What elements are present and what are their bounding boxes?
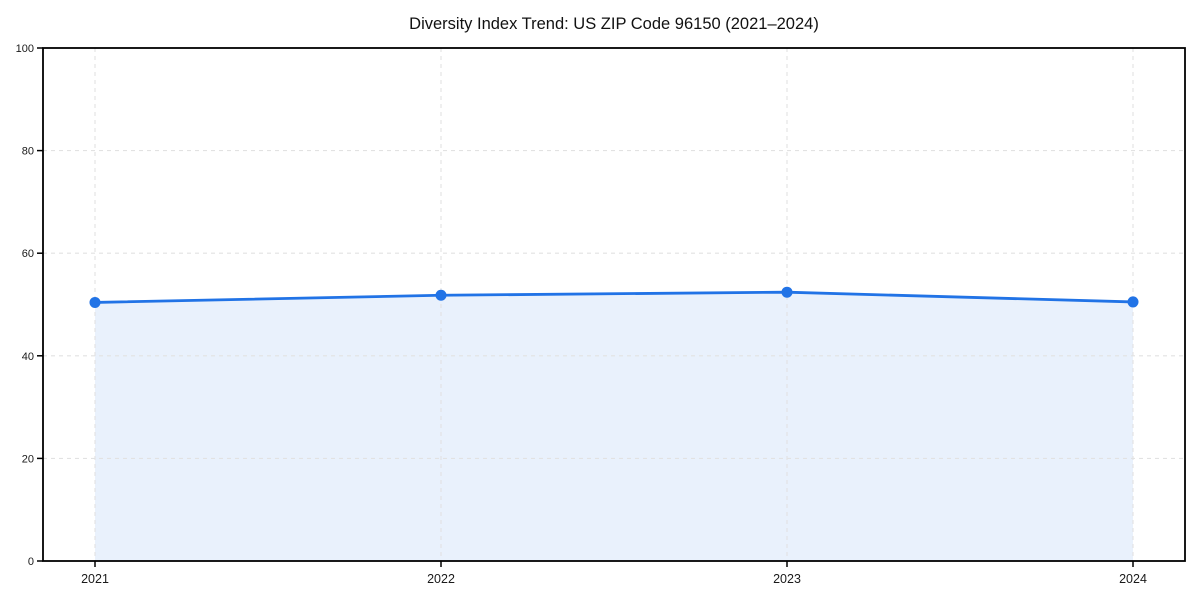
x-tick-label: 2024: [1119, 572, 1147, 586]
data-point: [435, 289, 447, 301]
y-tick-label: 20: [22, 453, 34, 465]
trend-line: [93, 290, 1135, 304]
area-fill: [95, 292, 1133, 561]
x-tick-label: 2023: [773, 572, 801, 586]
y-tick-label: 60: [22, 248, 34, 260]
y-tick-label: 0: [28, 556, 34, 568]
x-tick-label: 2021: [81, 572, 109, 586]
data-point: [781, 286, 793, 298]
chart-title: Diversity Index Trend: US ZIP Code 96150…: [409, 15, 819, 33]
x-tick-label: 2022: [427, 572, 455, 586]
y-tick-label: 40: [22, 351, 34, 363]
y-tick-label: 80: [22, 146, 34, 158]
plot-area: 0 20 40 60 80 100 2021 2022 2023 2024: [16, 43, 1186, 586]
plot-border: [42, 47, 1186, 562]
y-tick-label: 100: [16, 43, 34, 55]
data-point: [89, 296, 101, 308]
data-point: [1127, 296, 1139, 308]
